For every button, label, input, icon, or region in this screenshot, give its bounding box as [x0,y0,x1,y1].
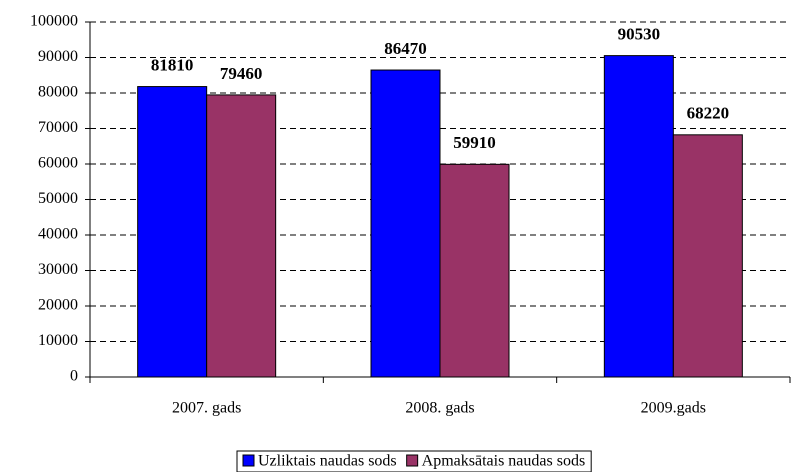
legend: Uzliktais naudas sods Apmaksātais naudas … [236,450,592,472]
y-tick-label: 30000 [38,261,78,278]
legend-label: Uzliktais naudas sods [258,453,397,470]
bar [672,134,743,378]
legend-swatch [242,454,255,467]
data-label: 68220 [687,104,730,123]
bar [439,163,510,378]
legend-swatch [406,454,419,467]
y-tick-label: 50000 [38,190,78,207]
data-label: 79460 [220,64,263,83]
y-tick-label: 70000 [38,119,78,136]
y-tick-label: 40000 [38,226,78,243]
data-label: 81810 [151,55,194,74]
y-tick-label: 60000 [38,155,78,172]
bar [137,86,208,378]
x-tick-label: 2009.gads [641,400,706,417]
bar [206,94,277,378]
legend-label: Apmaksātais naudas sods [422,453,586,470]
bar [370,69,441,378]
bar [603,55,674,378]
y-tick-label: 0 [70,368,78,385]
y-tick-label: 80000 [38,84,78,101]
y-tick-label: 90000 [38,48,78,65]
y-tick-label: 20000 [38,297,78,314]
data-label: 59910 [453,133,496,152]
x-tick-label: 2007. gads [172,400,241,417]
data-label: 90530 [618,25,661,44]
data-label: 86470 [384,39,427,58]
y-tick-label: 100000 [30,13,78,30]
y-tick-label: 10000 [38,332,78,349]
x-tick-label: 2008. gads [405,400,474,417]
